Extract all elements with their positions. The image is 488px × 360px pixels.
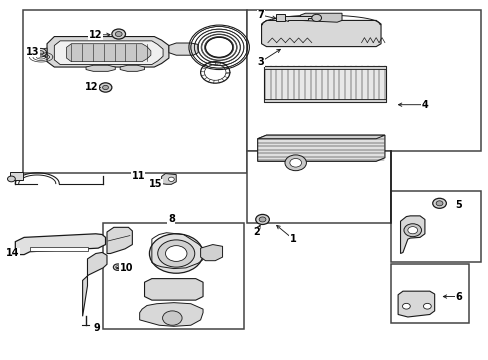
Text: 12: 12	[85, 82, 99, 93]
Circle shape	[35, 48, 46, 57]
Polygon shape	[257, 135, 384, 139]
Polygon shape	[86, 65, 115, 71]
Circle shape	[116, 266, 120, 269]
Circle shape	[112, 29, 125, 39]
Bar	[30, 247, 88, 251]
Polygon shape	[54, 41, 163, 64]
Circle shape	[165, 246, 186, 261]
Polygon shape	[200, 244, 222, 261]
Text: 14: 14	[6, 248, 20, 258]
Text: 15: 15	[149, 179, 162, 189]
Polygon shape	[168, 43, 198, 55]
Polygon shape	[82, 252, 107, 316]
Polygon shape	[400, 216, 424, 253]
Polygon shape	[107, 227, 132, 253]
Circle shape	[402, 303, 409, 309]
Bar	[10, 172, 22, 180]
Polygon shape	[300, 13, 341, 22]
Bar	[390, 191, 480, 262]
Text: 7: 7	[257, 10, 264, 20]
Polygon shape	[257, 135, 384, 161]
Circle shape	[149, 234, 203, 273]
Circle shape	[158, 240, 194, 267]
Text: 1: 1	[289, 234, 296, 244]
Circle shape	[162, 311, 182, 325]
Text: 2: 2	[252, 227, 259, 237]
Text: 3: 3	[257, 57, 264, 67]
Text: 4: 4	[421, 100, 427, 110]
Bar	[264, 66, 385, 69]
Circle shape	[259, 217, 265, 222]
Polygon shape	[66, 44, 151, 62]
Circle shape	[403, 224, 421, 237]
Circle shape	[205, 37, 232, 57]
Polygon shape	[161, 174, 176, 184]
Polygon shape	[144, 279, 203, 300]
Circle shape	[285, 155, 306, 171]
Circle shape	[407, 226, 417, 234]
Bar	[246, 151, 390, 223]
Polygon shape	[285, 16, 312, 22]
Circle shape	[99, 83, 112, 92]
Bar	[264, 99, 385, 102]
Circle shape	[102, 85, 108, 90]
Polygon shape	[397, 291, 434, 317]
Bar	[22, 10, 246, 173]
Bar	[390, 264, 468, 323]
Text: 10: 10	[120, 263, 133, 273]
Circle shape	[311, 14, 321, 22]
Circle shape	[423, 303, 430, 309]
Text: 5: 5	[455, 200, 462, 210]
Circle shape	[115, 32, 122, 37]
Text: 11: 11	[131, 171, 144, 181]
Polygon shape	[15, 234, 105, 255]
Circle shape	[7, 176, 15, 182]
Circle shape	[200, 62, 229, 83]
Polygon shape	[140, 303, 203, 326]
Text: 8: 8	[167, 215, 174, 224]
Circle shape	[432, 198, 446, 208]
Circle shape	[435, 201, 442, 206]
Polygon shape	[42, 48, 47, 57]
Bar	[276, 14, 285, 22]
Polygon shape	[120, 65, 144, 71]
Bar	[103, 223, 244, 329]
Circle shape	[38, 50, 43, 55]
Text: 9: 9	[94, 323, 101, 333]
Bar	[264, 66, 385, 102]
Circle shape	[255, 215, 269, 225]
Polygon shape	[47, 37, 168, 67]
Circle shape	[113, 264, 122, 270]
Polygon shape	[261, 21, 380, 46]
Circle shape	[289, 158, 301, 167]
Text: 13: 13	[26, 47, 40, 57]
Text: 12: 12	[88, 30, 102, 40]
Circle shape	[168, 177, 174, 181]
Bar	[246, 10, 480, 151]
Text: 6: 6	[455, 292, 462, 302]
